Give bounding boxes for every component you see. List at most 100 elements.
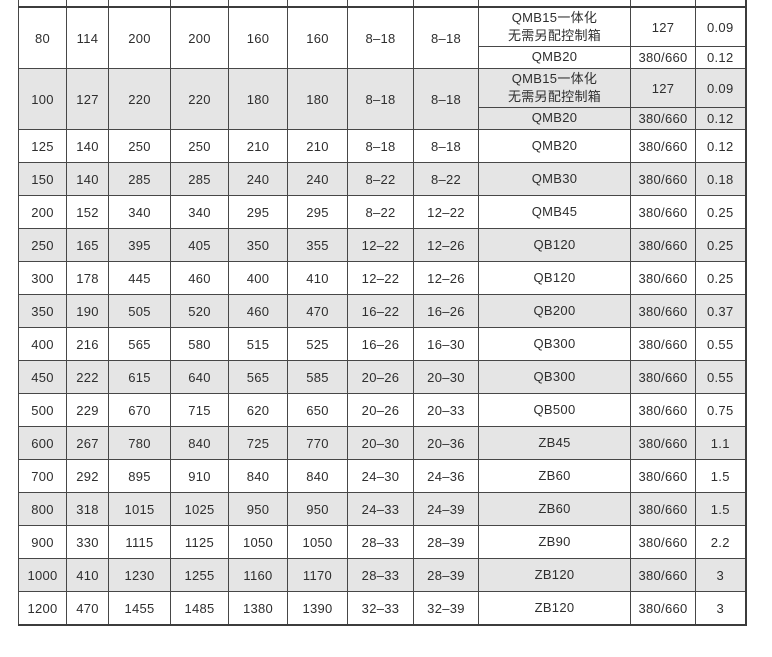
table-cell: 500 bbox=[18, 393, 67, 427]
table-cell: 160 bbox=[228, 6, 288, 69]
table-row: 800 318 1015 1025 950 950 24–33 24–39 ZB60 380/66… bbox=[18, 492, 746, 526]
voltage-cell: 380/660 bbox=[630, 261, 696, 295]
table-cell: 840 bbox=[170, 426, 229, 460]
voltage-cell: 127 bbox=[630, 6, 696, 47]
power-cell: 0.18 bbox=[695, 162, 746, 196]
table-sub-row: QMB20 380/660 0.12 bbox=[19, 107, 746, 130]
table-cell: 20–30 bbox=[413, 360, 479, 394]
voltage-cell: 380/660 bbox=[630, 107, 696, 130]
table-cell: 216 bbox=[66, 327, 109, 361]
table-row: 200 152 340 340 295 295 8–22 12–22 QMB45 380/660 0… bbox=[18, 195, 746, 229]
table-cell: 125 bbox=[18, 129, 67, 163]
table-cell: 285 bbox=[170, 162, 229, 196]
table-cell: 400 bbox=[228, 261, 288, 295]
table-cell: 350 bbox=[18, 294, 67, 328]
power-cell: 0.25 bbox=[695, 228, 746, 262]
table-cell: 8–18 bbox=[347, 68, 414, 130]
table-cell: 450 bbox=[18, 360, 67, 394]
table-cell: 80 bbox=[18, 6, 67, 69]
table-cell: 1200 bbox=[18, 591, 67, 626]
table-cell: 32–39 bbox=[413, 591, 479, 626]
voltage-cell: 380/660 bbox=[630, 294, 696, 328]
table-cell: 840 bbox=[287, 459, 348, 493]
model-cell: QB300 bbox=[478, 360, 631, 394]
table-cell: 565 bbox=[108, 327, 171, 361]
table-cell: 565 bbox=[228, 360, 288, 394]
table-cell: 240 bbox=[228, 162, 288, 196]
table-cell: 1255 bbox=[170, 558, 229, 592]
table-cell: 8–18 bbox=[413, 6, 479, 69]
table-sub-row: QMB20 380/660 0.12 bbox=[19, 46, 746, 69]
table-row: 400 216 565 580 515 525 16–26 16–30 QB300 380/660… bbox=[18, 327, 746, 361]
table-cell: 505 bbox=[108, 294, 171, 328]
power-cell: 1.5 bbox=[695, 459, 746, 493]
table-cell: 395 bbox=[108, 228, 171, 262]
table-cell: 222 bbox=[66, 360, 109, 394]
table-cell: 350 bbox=[228, 228, 288, 262]
table-cell: 1125 bbox=[170, 525, 229, 559]
table-cell: 16–22 bbox=[347, 294, 414, 328]
table-cell: 410 bbox=[66, 558, 109, 592]
table-row: 900 330 1115 1125 1050 1050 28–33 28–39 ZB90 380/… bbox=[18, 525, 746, 559]
table-cell: 1160 bbox=[228, 558, 288, 592]
cropped-header-cell bbox=[66, 0, 109, 8]
model-cell: ZB120 bbox=[478, 591, 631, 626]
model-cell: QMB20 bbox=[478, 46, 631, 69]
table-cell: 220 bbox=[108, 68, 171, 130]
table-cell: 840 bbox=[228, 459, 288, 493]
voltage-cell: 380/660 bbox=[630, 525, 696, 559]
model-cell: QB120 bbox=[478, 228, 631, 262]
cropped-header-cell bbox=[695, 0, 746, 8]
power-cell: 0.75 bbox=[695, 393, 746, 427]
table-cell: 220 bbox=[170, 68, 229, 130]
table-cell: 780 bbox=[108, 426, 171, 460]
table-cell: 295 bbox=[228, 195, 288, 229]
table-cell: 20–26 bbox=[347, 360, 414, 394]
voltage-cell: 380/660 bbox=[630, 162, 696, 196]
power-cell: 0.12 bbox=[695, 46, 746, 69]
table-cell: 16–30 bbox=[413, 327, 479, 361]
table-cell: 410 bbox=[287, 261, 348, 295]
table-cell: 1230 bbox=[108, 558, 171, 592]
table-cell: 250 bbox=[170, 129, 229, 163]
table-cell: 950 bbox=[228, 492, 288, 526]
power-cell: 0.55 bbox=[695, 360, 746, 394]
table-cell: 405 bbox=[170, 228, 229, 262]
table-row: 250 165 395 405 350 355 12–22 12–26 QB120 380/660… bbox=[18, 228, 746, 262]
table-cell: 1455 bbox=[108, 591, 171, 626]
table-cell: 700 bbox=[18, 459, 67, 493]
table-cell: 28–39 bbox=[413, 558, 479, 592]
table-cell: 1025 bbox=[170, 492, 229, 526]
table-cell: 8–22 bbox=[347, 195, 414, 229]
table-cell: 28–33 bbox=[347, 558, 414, 592]
table-cell: 210 bbox=[287, 129, 348, 163]
power-cell: 3 bbox=[695, 558, 746, 592]
spec-table-body: 80 114 200 200 160 160 8–18 8–18 QMB15一体化 无需另配控制… bbox=[18, 0, 746, 626]
table-cell: 670 bbox=[108, 393, 171, 427]
table-cell: 210 bbox=[228, 129, 288, 163]
table-cell: 20–36 bbox=[413, 426, 479, 460]
table-cell: 140 bbox=[66, 162, 109, 196]
model-cell: QMB20 bbox=[478, 107, 631, 130]
model-cell: QB500 bbox=[478, 393, 631, 427]
table-cell: 24–33 bbox=[347, 492, 414, 526]
power-cell: 0.37 bbox=[695, 294, 746, 328]
table-cell: 900 bbox=[18, 525, 67, 559]
table-cell: 470 bbox=[66, 591, 109, 626]
power-cell: 1.5 bbox=[695, 492, 746, 526]
model-cell: ZB60 bbox=[478, 492, 631, 526]
voltage-cell: 380/660 bbox=[630, 195, 696, 229]
voltage-cell: 380/660 bbox=[630, 492, 696, 526]
cropped-header-cell bbox=[478, 0, 631, 8]
table-cell: 292 bbox=[66, 459, 109, 493]
table-cell: 152 bbox=[66, 195, 109, 229]
table-cell: 1380 bbox=[228, 591, 288, 626]
table-cell: 460 bbox=[170, 261, 229, 295]
table-cell: 150 bbox=[18, 162, 67, 196]
table-cell: 770 bbox=[287, 426, 348, 460]
spec-table-wrapper: 80 114 200 200 160 160 8–18 8–18 QMB15一体化 无需另配控制… bbox=[18, 0, 747, 626]
power-cell: 2.2 bbox=[695, 525, 746, 559]
table-row: 350 190 505 520 460 470 16–22 16–26 QB200 380/660… bbox=[18, 294, 746, 328]
table-row: 600 267 780 840 725 770 20–30 20–36 ZB45 380/660 1… bbox=[18, 426, 746, 460]
table-row: 100 127 220 220 180 180 8–18 8–18 QMB15一体化 无需另配控… bbox=[18, 68, 746, 130]
